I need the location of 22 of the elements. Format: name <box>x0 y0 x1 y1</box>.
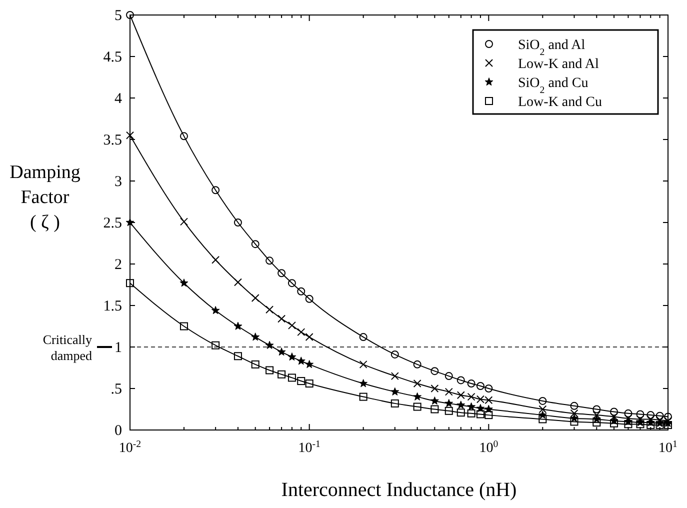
y-tick-label: 0 <box>114 423 122 439</box>
x-tick-label: 10$^{-1}$ <box>298 438 321 456</box>
legend-label: Low-K and Cu <box>518 95 602 110</box>
y-tick-label: 3 <box>114 174 122 190</box>
legend-label: Low-K and Al <box>518 57 599 72</box>
y-tick-label: .5 <box>110 382 122 398</box>
y-tick-label: 4.5 <box>103 50 122 66</box>
y-tick-label: 5 <box>114 8 122 24</box>
y-tick-label: 2 <box>114 257 122 273</box>
y-tick-label: 1.5 <box>103 298 122 314</box>
x-tick-label: 10$^{1}$ <box>658 438 678 456</box>
legend-label: SiO$_{2}$ and Cu <box>518 76 588 96</box>
y-tick-label: 4 <box>114 91 122 107</box>
x-axis-title: Interconnect Inductance (nH) <box>281 479 517 501</box>
y-tick-label: 1 <box>114 340 122 356</box>
y-tick-label: 2.5 <box>103 216 122 232</box>
y-axis-title: Damping Factor ( ζ ) <box>10 162 81 233</box>
x-tick-label: 10$^{0}$ <box>479 438 498 456</box>
x-tick-label: 10$^{-2}$ <box>118 438 142 456</box>
ref-line-label: Critically damped <box>42 332 92 363</box>
legend-label: SiO$_{2}$ and Al <box>518 38 586 58</box>
y-tick-label: 3.5 <box>103 132 122 148</box>
